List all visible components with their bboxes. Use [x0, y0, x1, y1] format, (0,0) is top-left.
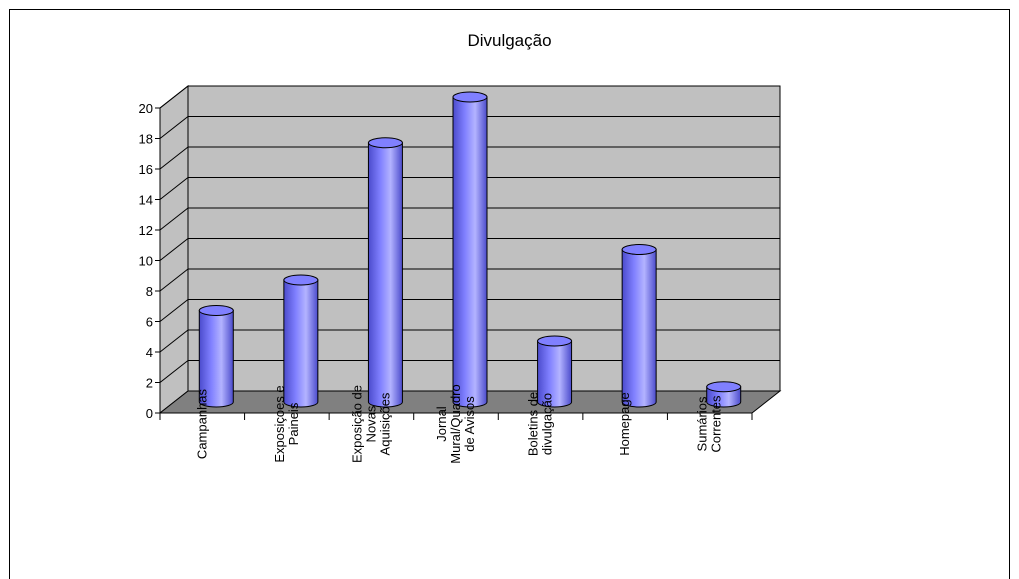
- bar-body: [367, 142, 403, 408]
- y-tick-label: 14: [139, 193, 153, 208]
- bar-body: [198, 310, 234, 408]
- bar-top: [537, 335, 573, 347]
- x-category-label: Exposiçoes ePaineis: [272, 385, 301, 462]
- gridline: [159, 268, 189, 292]
- y-tick-label: 10: [139, 254, 153, 269]
- gridline: [159, 116, 189, 139]
- bar: [283, 274, 319, 408]
- x-category-label: SumáriosCorrentes: [695, 395, 724, 453]
- bar: [367, 137, 403, 408]
- y-tick-label: 2: [146, 376, 153, 391]
- y-tick-label: 4: [146, 345, 153, 360]
- bar-body: [706, 386, 742, 408]
- x-category-label: Campanhas: [194, 388, 209, 459]
- bar: [537, 335, 573, 408]
- chart-frame: [9, 9, 1010, 579]
- y-tick-label: 0: [146, 406, 153, 421]
- bar: [452, 91, 488, 408]
- y-tick-label: 6: [146, 315, 153, 330]
- bar-top: [198, 305, 234, 316]
- x-category-label: JornalMural/Quadrode Avisos: [434, 384, 477, 463]
- gridline: [159, 207, 189, 231]
- y-tick-label: 18: [139, 132, 153, 147]
- y-tick-label: 12: [139, 223, 153, 238]
- bar-body: [283, 279, 319, 408]
- bar-top: [706, 381, 742, 393]
- x-category-label: Exposição deNovasAquisições: [349, 385, 392, 463]
- bar-top: [452, 91, 488, 103]
- y-tick-label: 16: [139, 162, 153, 177]
- gridline: [159, 299, 189, 322]
- bar-top: [621, 244, 657, 255]
- gridline: [159, 85, 189, 109]
- chart-title: Divulgação: [467, 31, 552, 50]
- bar: [198, 305, 234, 408]
- bar-body: [621, 249, 657, 408]
- x-category-label: Boletins dedivulgação: [526, 392, 555, 456]
- bar-top: [283, 274, 319, 286]
- bar: [621, 244, 657, 408]
- y-tick-label: 8: [146, 284, 153, 299]
- gridline: [159, 329, 189, 353]
- chart-plot: 0 2 4 6 8 10 12 14 16 18 20 Campanhas Exposiçoes ePa…: [139, 84, 782, 464]
- bar-body: [452, 96, 488, 408]
- x-category-label: Homepage: [617, 392, 632, 456]
- gridline: [159, 360, 189, 383]
- bar-body: [537, 340, 573, 408]
- gridline: [159, 177, 189, 200]
- bar-top: [367, 137, 403, 149]
- gridline: [159, 238, 189, 261]
- gridline: [159, 146, 189, 170]
- bar: [706, 381, 742, 408]
- y-tick-label: 20: [139, 101, 153, 116]
